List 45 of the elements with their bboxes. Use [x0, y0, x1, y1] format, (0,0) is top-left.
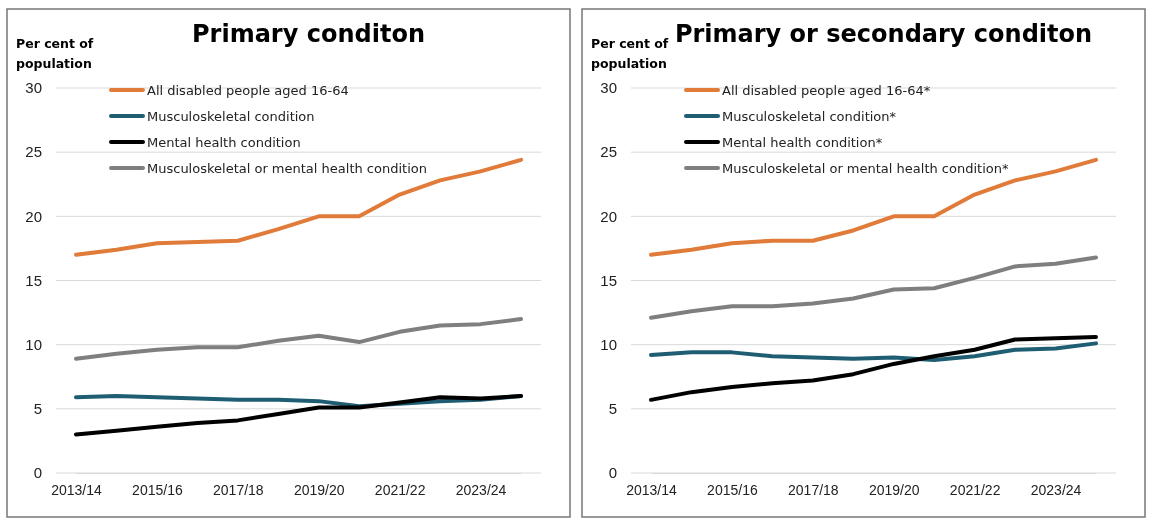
y-tick-label: 25 — [25, 143, 42, 161]
y-tick-label: 25 — [600, 143, 617, 161]
x-tick-label: 2019/20 — [868, 481, 920, 498]
x-tick-label: 2019/20 — [293, 481, 345, 498]
line-series — [74, 394, 523, 437]
legend-label: Musculoskeletal or mental health condition* — [722, 161, 1009, 176]
y-tick-label: 30 — [600, 79, 617, 97]
y-tick-label: 15 — [600, 271, 617, 289]
x-tick-label: 2015/16 — [707, 481, 758, 498]
x-tick-label: 2013/14 — [51, 481, 103, 498]
y-tick-label: 20 — [25, 207, 42, 225]
y-tick-label: 0 — [608, 464, 617, 482]
legend-label: All disabled people aged 16-64 — [147, 83, 349, 98]
line-series — [649, 255, 1098, 320]
chart-title: Primary conditon — [192, 20, 425, 48]
x-tick-label: 2021/22 — [374, 481, 426, 498]
y-axis-title: Per cent of population — [591, 36, 669, 71]
legend-label: Musculoskeletal or mental health condition — [147, 161, 427, 176]
y-tick-label: 10 — [25, 335, 42, 353]
legend-label: Musculoskeletal condition* — [722, 109, 897, 124]
y-axis-title: Per cent of population — [16, 36, 94, 71]
y-tick-label: 0 — [33, 464, 42, 482]
y-tick-label: 5 — [608, 400, 617, 418]
line-series — [649, 157, 1098, 257]
y-tick-label: 20 — [600, 207, 617, 225]
y-tick-label: 30 — [25, 79, 42, 97]
x-tick-label: 2013/14 — [626, 481, 678, 498]
y-tick-label: 10 — [600, 335, 617, 353]
x-tick-label: 2021/22 — [949, 481, 1001, 498]
x-tick-label: 2023/24 — [1030, 481, 1082, 498]
x-tick-label: 2015/16 — [132, 481, 183, 498]
line-series — [649, 334, 1098, 402]
legend-label: Mental health condition — [147, 135, 301, 150]
legend-label: Musculoskeletal condition — [147, 109, 315, 124]
line-series — [74, 317, 523, 361]
line-series — [649, 341, 1098, 363]
y-tick-label: 5 — [33, 400, 42, 418]
chart-title: Primary or secondary conditon — [674, 20, 1093, 48]
legend-label: Mental health condition* — [722, 135, 883, 150]
line-series — [74, 157, 523, 257]
legend-label: All disabled people aged 16-64* — [722, 83, 931, 98]
x-tick-label: 2023/24 — [455, 481, 507, 498]
x-tick-label: 2017/18 — [788, 481, 839, 498]
x-tick-label: 2017/18 — [213, 481, 264, 498]
y-tick-label: 15 — [25, 271, 42, 289]
